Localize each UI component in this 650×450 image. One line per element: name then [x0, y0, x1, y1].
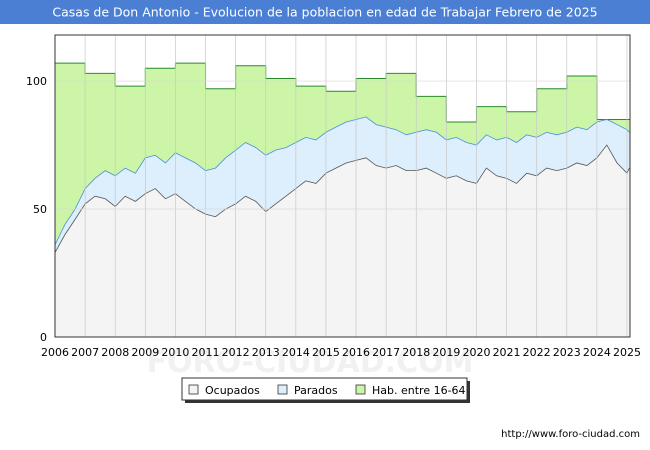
y-tick-label: 0 [40, 331, 47, 344]
series-ocupados-area [55, 145, 630, 337]
x-tick-label: 2017 [372, 346, 400, 359]
x-tick-label: 2011 [192, 346, 220, 359]
series-ocupados-line [54, 144, 630, 253]
y-tick-label: 100 [26, 75, 47, 88]
x-tick-label: 2010 [161, 346, 189, 359]
legend-parados-label: Parados [294, 384, 338, 397]
legend-hab-label: Hab. entre 16-64 [372, 384, 466, 397]
chart-title: Casas de Don Antonio - Evolucion de la p… [52, 5, 597, 20]
x-tick-label: 2009 [131, 346, 159, 359]
series-hab-line [55, 62, 630, 123]
x-tick-label: 2021 [493, 346, 521, 359]
legend-ocupados-label: Ocupados [205, 384, 260, 397]
series-parados-line [54, 116, 630, 246]
y-tick-label: 50 [33, 203, 47, 216]
x-tick-label: 2006 [41, 346, 69, 359]
x-tick-label: 2007 [71, 346, 99, 359]
x-tick-label: 2020 [462, 346, 490, 359]
x-tick-label: 2015 [312, 346, 340, 359]
legend-ocupados-swatch [188, 384, 199, 395]
x-tick-label: 2022 [523, 346, 551, 359]
legend: Ocupados Parados Hab. entre 16-64 [181, 377, 470, 403]
title-bar [0, 0, 650, 24]
legend-parados-swatch [277, 384, 288, 395]
plot-frame [54, 34, 631, 338]
x-tick-label: 2024 [583, 346, 611, 359]
x-tick-label: 2012 [222, 346, 250, 359]
x-tick-label: 2013 [252, 346, 280, 359]
plot-area: 2006 2007 2008 2009 2010 2011 2012 2013 2014 2015… [26, 34, 641, 359]
x-tick-label: 2019 [432, 346, 460, 359]
x-tick-label: 2008 [101, 346, 129, 359]
x-tick-label: 2025 [613, 346, 641, 359]
x-tick-label: 2016 [342, 346, 370, 359]
source-label: http://www.foro-ciudad.com [501, 429, 640, 440]
x-tick-label: 2014 [282, 346, 310, 359]
x-tick-label: 2023 [553, 346, 581, 359]
watermark: FORO-CIUDAD.COM [147, 345, 474, 380]
legend-box [181, 377, 468, 401]
legend-hab-swatch [355, 384, 366, 395]
x-tick-label: 2018 [402, 346, 430, 359]
